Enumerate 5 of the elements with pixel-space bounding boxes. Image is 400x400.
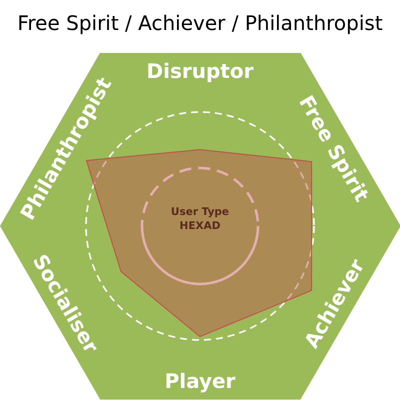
chart-title: Free Spirit / Achiever / Philanthropist: [17, 11, 383, 35]
text: HEXAD: [180, 220, 221, 232]
spoke-label: Disruptor: [146, 59, 254, 83]
spoke-label: Player: [164, 369, 236, 393]
text: User Type: [170, 206, 230, 218]
